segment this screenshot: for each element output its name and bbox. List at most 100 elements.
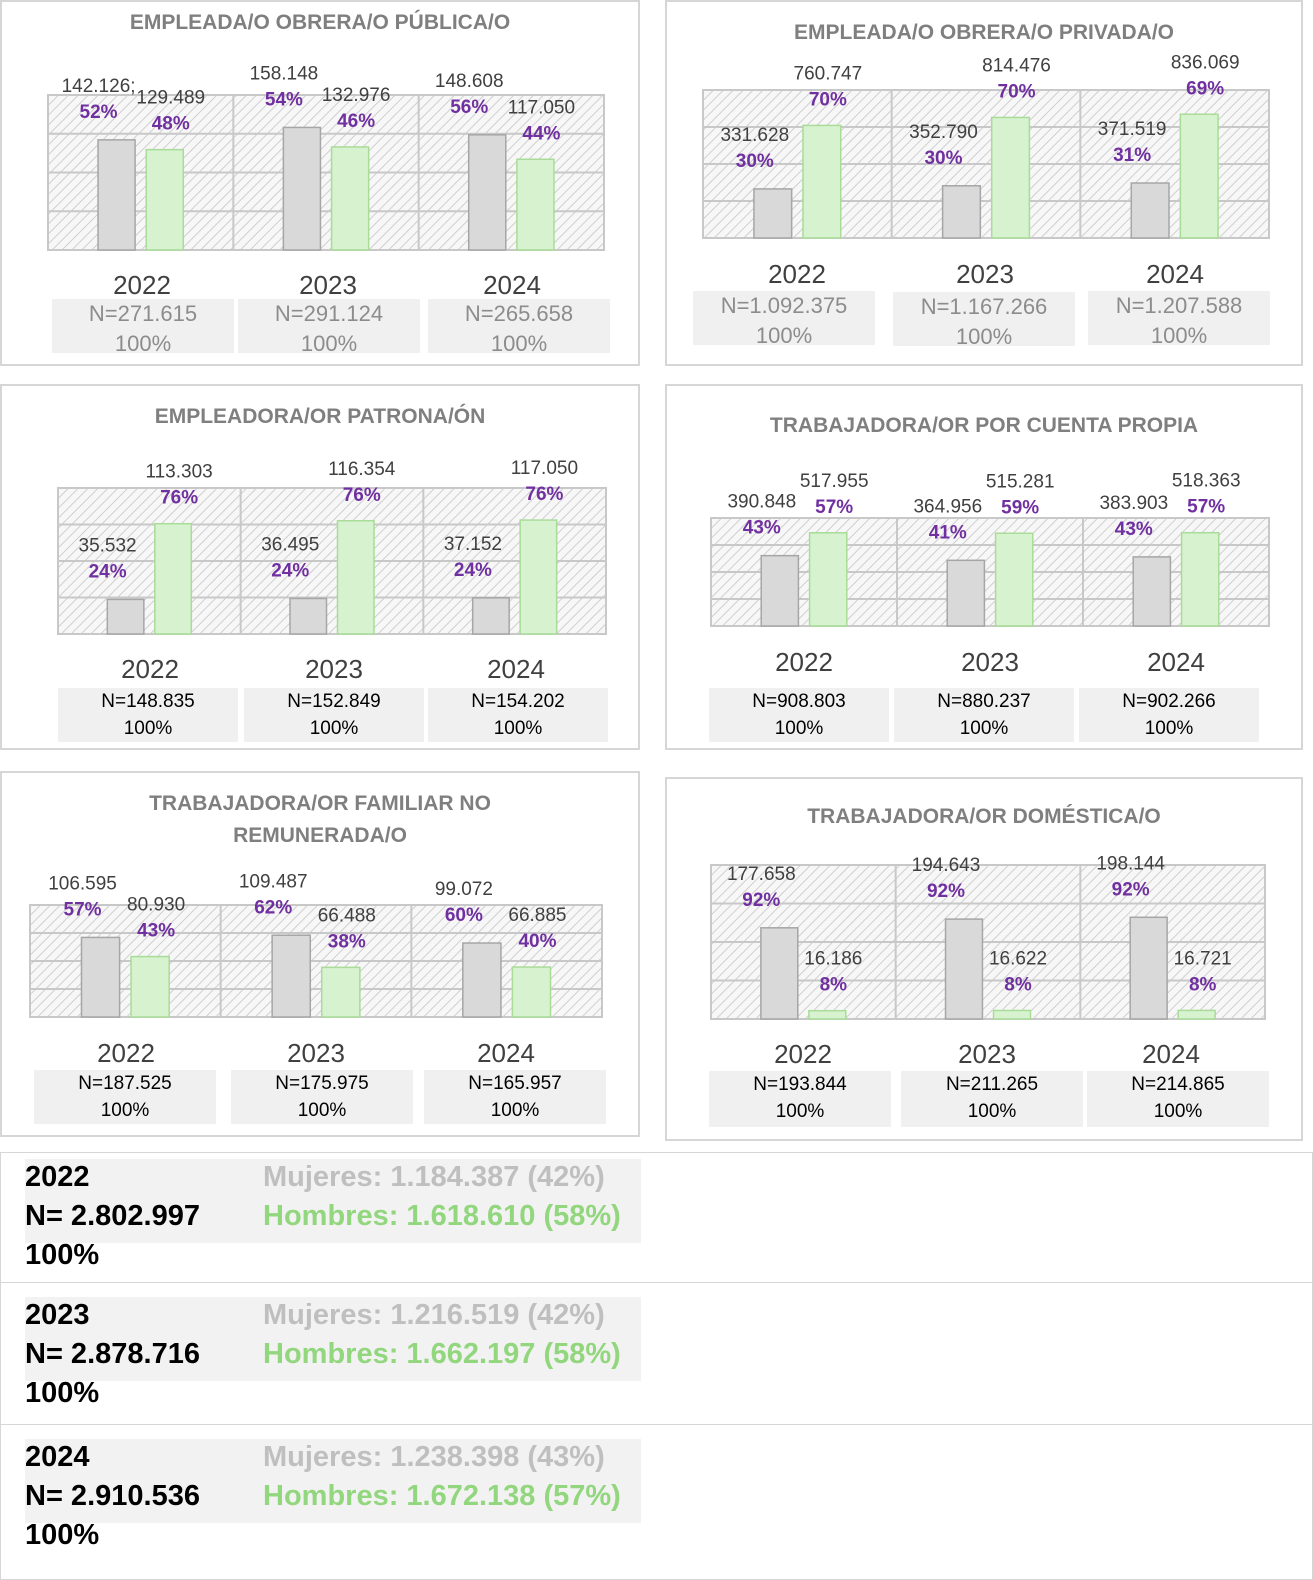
chart-title: EMPLEADA/O OBRERA/O PRIVADA/O	[794, 21, 1174, 44]
year-label: 2022	[775, 647, 833, 677]
year-label: 2024	[1142, 1039, 1200, 1069]
men-bar	[1180, 531, 1220, 627]
n-label: N=291.124	[274, 301, 384, 326]
percent-label: 52%	[80, 102, 118, 123]
totals-year: 2024	[25, 1441, 90, 1473]
women-bar	[80, 936, 121, 1018]
n-label: N=175.975	[275, 1073, 369, 1094]
n-box: N=148.835 100%	[58, 688, 238, 742]
year-label: 2022	[97, 1038, 155, 1068]
pct-label: 100%	[490, 331, 548, 356]
value-label: 117.050	[511, 458, 578, 479]
men-bar	[336, 519, 375, 635]
women-bar	[467, 134, 507, 251]
value-label: 16.721	[1174, 948, 1232, 969]
totals-section: 2022 N= 2.802.997 100% Mujeres: 1.184.38…	[0, 1152, 1313, 1580]
value-label: 109.487	[239, 871, 308, 892]
n-box: N=154.202 100%	[428, 688, 608, 742]
totals-row-2024: 2024 N= 2.910.536 100% Mujeres: 1.238.39…	[0, 1424, 1313, 1580]
percent-label: 8%	[1189, 974, 1217, 995]
chart-svg: 35.532 24% 36.495 24% 37.152 24% 113.303 76% 116…	[57, 458, 607, 635]
value-label: 331.628	[720, 125, 789, 146]
value-label: 194.643	[912, 855, 981, 876]
percent-label: 24%	[454, 560, 492, 581]
men-bar	[519, 519, 558, 635]
percent-label: 76%	[525, 484, 563, 505]
percent-label: 30%	[924, 148, 962, 169]
n-label: N=148.835	[101, 691, 195, 712]
n-box: N=165.957 100%	[424, 1070, 606, 1124]
percent-label: 38%	[328, 931, 366, 952]
chart-panel-familiar: TRABAJADORA/OR FAMILIAR NO REMUNERADA/O …	[0, 771, 640, 1137]
pct-label: 100%	[774, 718, 824, 739]
women-bar	[941, 185, 982, 239]
totals-women: Mujeres: 1.238.398 (43%)	[263, 1441, 605, 1473]
women-bar	[1129, 916, 1168, 1020]
n-label: N=880.237	[937, 691, 1031, 712]
year-label: 2024	[1147, 647, 1205, 677]
percent-label: 43%	[1115, 519, 1153, 540]
men-bar	[808, 1009, 847, 1020]
percent-label: 92%	[1112, 879, 1150, 900]
value-label: 177.658	[727, 864, 796, 885]
n-box: N=175.975 100%	[231, 1070, 413, 1124]
pct-label: 100%	[309, 718, 359, 739]
totals-year: 2023	[25, 1299, 90, 1331]
percent-label: 31%	[1113, 145, 1151, 166]
value-label: 383.903	[1099, 493, 1168, 514]
totals-n: N= 2.802.997	[25, 1200, 200, 1232]
value-label: 66.488	[318, 905, 376, 926]
n-box: N=908.803 100%	[709, 688, 889, 742]
n-label: N=187.525	[78, 1073, 172, 1094]
value-label: 99.072	[435, 879, 493, 900]
value-label: 148.608	[435, 71, 504, 92]
n-label: N=1.167.266	[920, 294, 1048, 319]
percent-label: 70%	[809, 89, 847, 110]
percent-label: 60%	[445, 905, 483, 926]
value-label: 66.885	[508, 905, 566, 926]
men-bar	[145, 148, 185, 251]
value-label: 35.532	[79, 535, 137, 556]
percent-label: 24%	[271, 560, 309, 581]
women-bar	[471, 597, 510, 635]
women-bar	[106, 598, 145, 635]
totals-row-2023: 2023 N= 2.878.716 100% Mujeres: 1.216.51…	[0, 1282, 1313, 1426]
women-bar	[1132, 556, 1172, 627]
n-box: N=1.092.375 100%	[693, 291, 875, 348]
totals-women: Mujeres: 1.216.519 (42%)	[263, 1299, 605, 1331]
pct-label: 100%	[300, 331, 358, 356]
n-label: N=908.803	[752, 691, 846, 712]
chart-title: TRABAJADORA/OR DOMÉSTICA/O	[807, 805, 1161, 828]
totals-year: 2022	[25, 1161, 90, 1193]
year-label: 2023	[961, 647, 1019, 677]
percent-label: 57%	[1187, 497, 1225, 518]
n-label: N=214.865	[1131, 1074, 1225, 1095]
totals-women: Mujeres: 1.184.387 (42%)	[263, 1161, 605, 1193]
bar-plot: 390.848 43% 364.956 41% 383.903 43% 517.955 57%…	[710, 471, 1270, 627]
n-box: N=1.167.266 100%	[893, 292, 1075, 349]
women-bar	[97, 139, 136, 251]
value-label: 364.956	[913, 496, 982, 517]
value-label: 16.186	[804, 949, 862, 970]
percent-label: 54%	[265, 89, 303, 110]
men-bar	[1179, 113, 1219, 239]
totals-pct: 100%	[25, 1239, 100, 1271]
n-box: N=902.266 100%	[1079, 688, 1259, 742]
n-label: N=1.092.375	[720, 293, 848, 318]
percent-label: 40%	[518, 931, 556, 952]
value-label: 515.281	[986, 471, 1055, 492]
percent-label: 92%	[927, 881, 965, 902]
men-bar	[1177, 1009, 1216, 1020]
chart-panel-domestica: TRABAJADORA/OR DOMÉSTICA/O 177.658 92% 194…	[665, 777, 1303, 1141]
totals-row-2022: 2022 N= 2.802.997 100% Mujeres: 1.184.38…	[0, 1152, 1313, 1286]
value-label: 390.848	[727, 492, 796, 513]
men-bar	[320, 966, 361, 1018]
chart-title: EMPLEADORA/OR PATRONA/ÓN	[154, 405, 486, 428]
year-label: 2023	[958, 1039, 1016, 1069]
totals-men: Hombres: 1.662.197 (58%)	[263, 1338, 621, 1370]
women-bar	[1130, 182, 1170, 239]
year-label: 2022	[768, 259, 826, 289]
year-label: 2023	[956, 259, 1014, 289]
percent-label: 24%	[89, 561, 127, 582]
n-label: N=902.266	[1122, 691, 1216, 712]
